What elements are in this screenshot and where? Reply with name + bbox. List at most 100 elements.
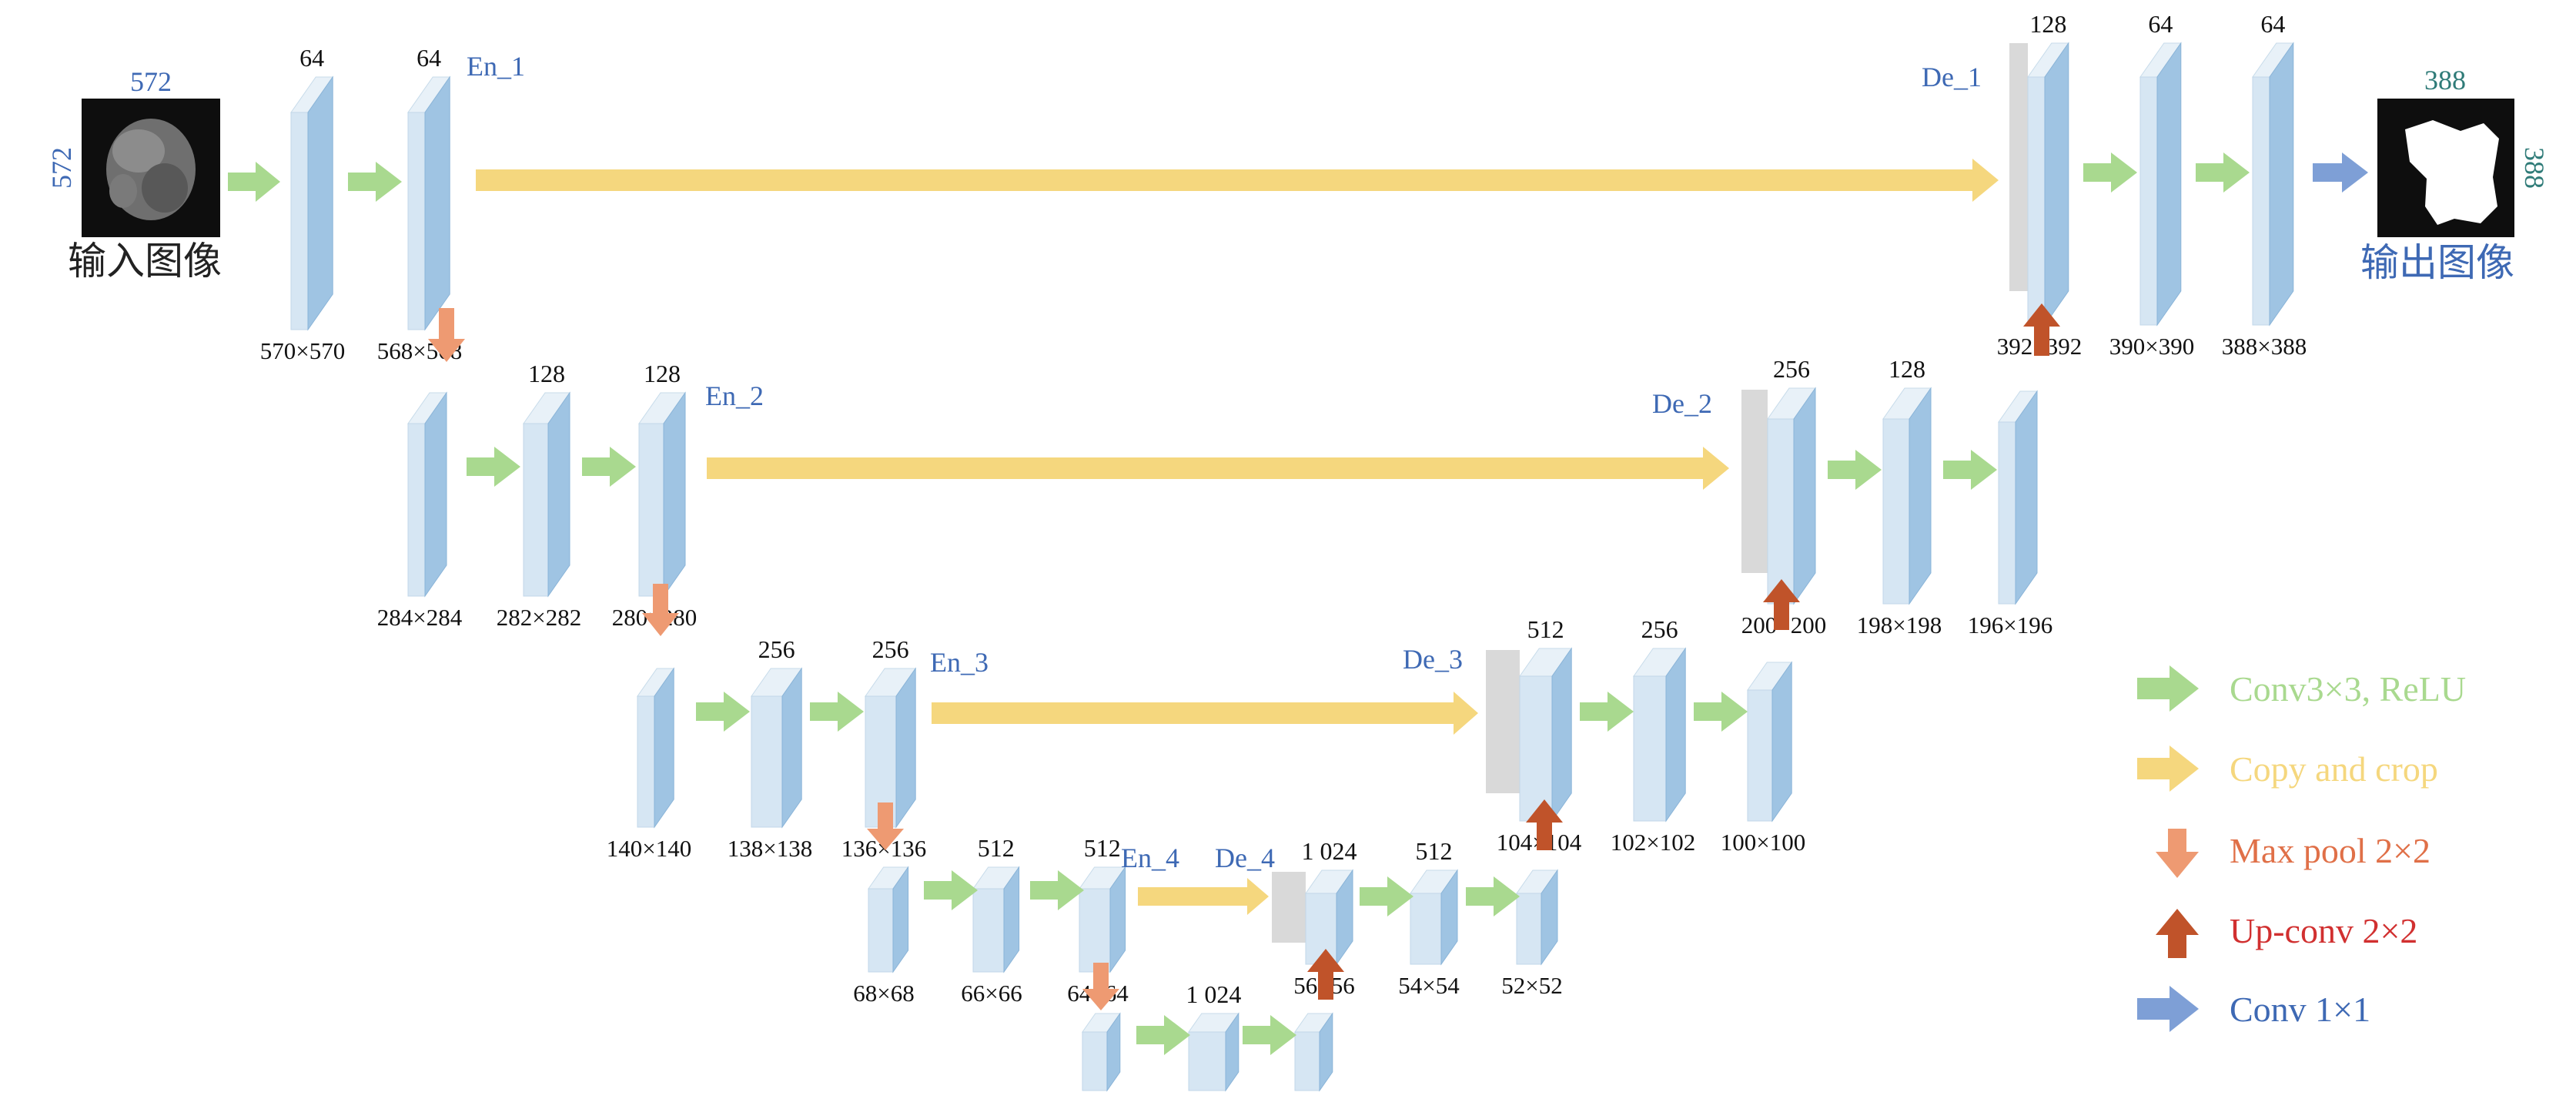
label-de1: De_1 [1922,62,1982,92]
block-channels: 256 [872,635,909,663]
block-size: 388×388 [2222,333,2307,360]
feature-block: 1 02456×56 [1293,837,1357,999]
legend-up-icon [2156,909,2199,958]
legend: Conv3×3, ReLU Copy and crop Max pool 2×2… [2137,665,2466,1032]
upconv-arrows [1307,303,2060,1000]
feature-block: 100×100 [1721,661,1805,856]
block-side [1003,866,1020,973]
conv-arrow-14 [1694,692,1748,732]
block-size: 54×54 [1398,972,1460,999]
block-size: 68×68 [853,980,914,1007]
block-front [1294,1031,1320,1091]
feature-block: 51264×64 [1067,834,1129,1007]
stage-labels: En_1 En_2 En_3 En_4 De_1 De_2 De_3 De_4 [467,51,1982,873]
pool-arrow-1 [428,308,465,362]
block-front [290,112,309,330]
pool-arrow-4 [1082,963,1119,1010]
feature-block: 128392×392 [1997,10,2082,360]
legend-conv1-icon [2137,986,2199,1032]
block-side [1793,387,1816,605]
input-image [82,99,220,237]
block-front [1305,893,1337,965]
block-side [1319,1012,1333,1092]
copy-arrow-2 [707,447,1729,490]
feature-block: 256200×200 [1741,355,1826,638]
copy-arrow-1 [476,159,1999,202]
block-channels: 64 [299,44,324,72]
block-side [1336,869,1353,966]
label-en1: En_1 [467,51,525,82]
feature-block: 196×196 [1968,390,2052,638]
legend-conv-label: Conv3×3, ReLU [2230,669,2466,709]
feature-block: 28×28 [1280,1012,1341,1099]
conv-arrows [228,152,2250,1055]
conv-arrow-2 [348,162,402,202]
input-label: 输入图像 [68,240,222,283]
conv-arrow-18 [2196,152,2250,193]
block-side [2156,42,2182,327]
conv-arrow-17 [2083,152,2137,193]
block-front [1633,675,1667,822]
block-front [637,695,655,828]
block-side [2015,390,2038,605]
feature-block: 68×68 [853,866,915,1007]
block-side [1225,1012,1239,1092]
block-side [1665,647,1686,823]
upconv-arrow-4 [2023,303,2060,356]
legend-copy-label: Copy and crop [2230,749,2438,789]
block-channels: 128 [528,360,565,387]
block-side [547,391,570,598]
conv-arrow-5 [696,692,750,732]
conv1x1-arrow [2313,152,2368,193]
feature-block: 256 102×102 [1611,615,1695,856]
legend-copy-icon [2137,746,2199,792]
block-side [1440,869,1458,966]
conv-arrow-8 [1030,870,1084,910]
legend-up-label: Up-conv 2×2 [2230,911,2417,950]
crop-panels [1272,43,2028,943]
block-side [895,667,916,829]
block-front [751,695,783,828]
block-channels: 512 [1084,834,1121,862]
block-channels: 256 [1773,355,1810,383]
block-front [523,423,549,597]
copy-arrow-3 [932,692,1478,735]
block-size: 102×102 [1611,829,1695,856]
block-front [1747,689,1773,822]
conv-arrow-1 [228,162,280,202]
copy-arrows [476,159,1999,915]
block-side [2044,42,2069,327]
block-front [868,888,894,973]
feature-block: 32×32 [1067,1012,1129,1099]
pool-arrows [428,308,1119,1010]
block-channels: 512 [1527,615,1564,643]
conv-arrow-11 [1360,876,1413,916]
output-size-right: 388 [2519,147,2550,189]
block-front [638,423,664,597]
block-size: 138×138 [728,835,812,862]
block-size: 284×284 [377,604,463,631]
block-front [1410,893,1442,965]
block-channels: 128 [644,360,681,387]
label-de4: De_4 [1215,843,1275,873]
block-front [407,423,426,597]
block-side [424,75,450,331]
block-size: 196×196 [1968,611,2052,638]
block-size: 100×100 [1721,829,1805,856]
output-image [2377,99,2514,237]
block-side [663,391,686,598]
conv-arrow-10 [1243,1015,1296,1055]
block-side [1551,647,1572,823]
upconv-arrow-3 [1763,579,1800,630]
block-side [2269,42,2294,327]
conv-arrow-13 [1580,692,1634,732]
legend-pool-label: Max pool 2×2 [2230,831,2430,870]
input-size-left: 572 [46,147,77,189]
output-size-top: 388 [2424,65,2466,95]
block-size: 66×66 [961,980,1022,1007]
feature-block: 64 570×570 [260,44,345,364]
upconv-arrow-1 [1307,949,1344,1000]
